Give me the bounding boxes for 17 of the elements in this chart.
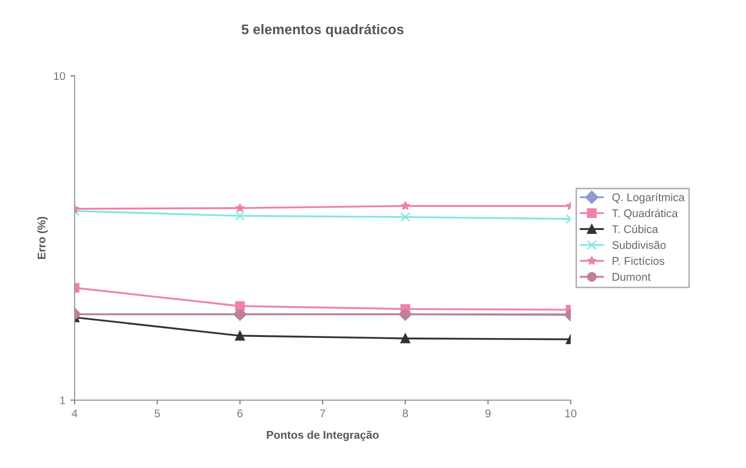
x-axis-title: Pontos de Integração (266, 430, 379, 442)
legend-label: T. Quadrática (612, 208, 678, 220)
y-axis-title: Erro (%) (37, 216, 48, 259)
x-tick-label: 7 (320, 410, 326, 418)
x-tick-label: 10 (565, 409, 576, 418)
legend-label: Dumont (612, 273, 651, 281)
x-tick-label: 9 (485, 409, 491, 418)
x-tick-label: 8 (402, 409, 408, 418)
y-tick-label: 1 (60, 396, 66, 404)
legend-label: Subdivisão (612, 240, 666, 249)
x-tick-label: 5 (154, 410, 160, 418)
x-tick-label: 4 (72, 410, 78, 418)
x-tick-label: 6 (237, 409, 243, 418)
legend-label: Q. Logarítmica (612, 192, 685, 204)
chart-title: 5 elementos quadráticos (242, 24, 404, 38)
legend-label: T. Cúbica (612, 224, 658, 234)
legend-label: P. Fictícios (612, 256, 664, 265)
